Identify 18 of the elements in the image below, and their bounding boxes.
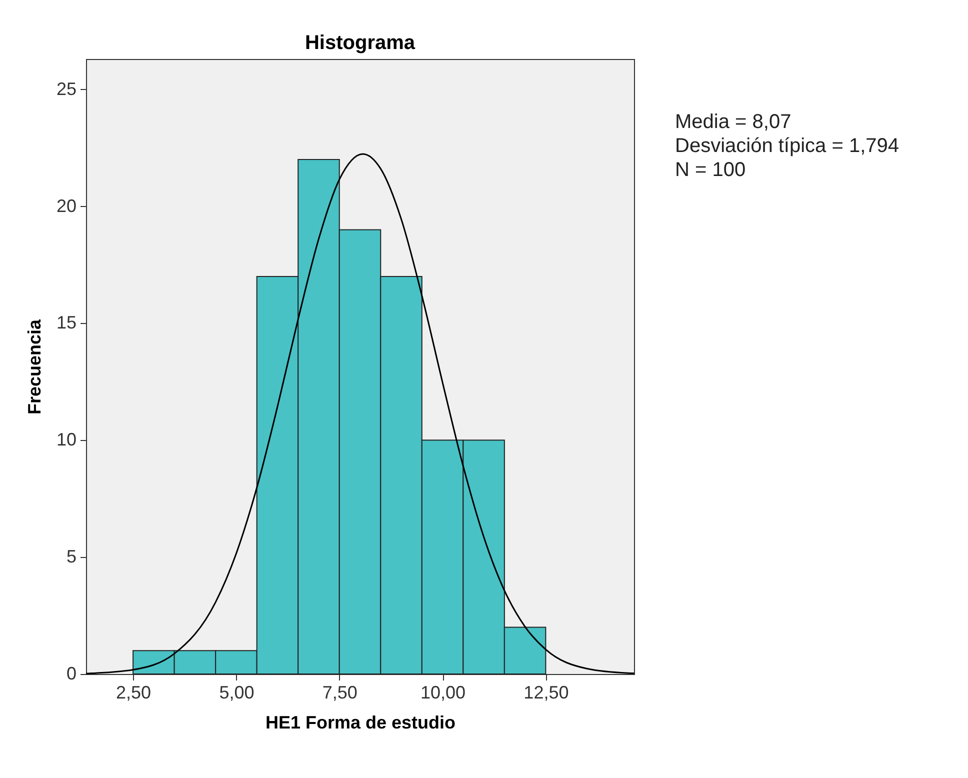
x-tick-label: 5,00 [219, 682, 254, 702]
text: Media = 8,07 [675, 110, 792, 134]
x-tick-label: 2,50 [116, 682, 152, 702]
x-tick-label: 7,50 [322, 682, 358, 702]
y-axis-title: Frecuencia [24, 318, 44, 415]
text: N = 100 [675, 158, 747, 182]
y-tick-label: 25 [56, 78, 76, 99]
x-tick-label: 12,50 [524, 682, 569, 702]
y-tick-label: 10 [56, 430, 76, 450]
chart-title: Histograma [304, 32, 416, 54]
y-tick-label: 15 [56, 312, 76, 333]
y-tick-label: 5 [66, 546, 76, 567]
text: Desviación típica = 1,794 [675, 134, 900, 158]
y-tick-label: 0 [66, 664, 76, 684]
x-tick-label: 10,00 [420, 682, 466, 702]
x-axis-title: HE1 Forma de estudio [265, 712, 456, 732]
y-tick-label: 20 [56, 196, 76, 216]
line-series [85, 153, 635, 674]
